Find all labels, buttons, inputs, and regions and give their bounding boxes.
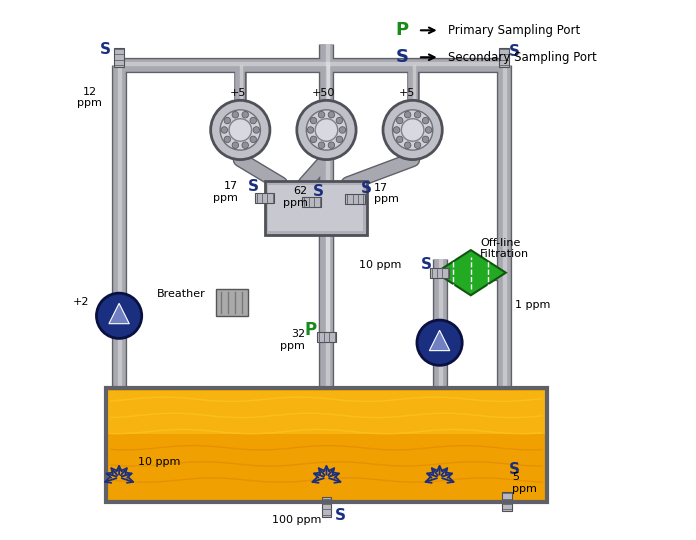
- Text: +5: +5: [399, 87, 416, 98]
- Circle shape: [425, 127, 432, 133]
- Text: S: S: [100, 42, 111, 57]
- Circle shape: [221, 127, 228, 133]
- Text: S: S: [313, 184, 324, 199]
- Circle shape: [315, 119, 338, 141]
- Circle shape: [336, 117, 342, 124]
- Polygon shape: [436, 250, 506, 295]
- Text: Off-line
Filtration: Off-line Filtration: [480, 238, 529, 259]
- Text: +50: +50: [312, 87, 335, 98]
- Circle shape: [404, 142, 411, 149]
- Circle shape: [393, 127, 400, 133]
- Circle shape: [97, 293, 142, 339]
- Bar: [499, 48, 509, 67]
- Circle shape: [242, 111, 248, 118]
- Text: 10 ppm: 10 ppm: [360, 260, 402, 269]
- Circle shape: [229, 119, 251, 141]
- Circle shape: [224, 117, 230, 124]
- Circle shape: [250, 117, 257, 124]
- Circle shape: [328, 111, 335, 118]
- Bar: [106, 388, 547, 502]
- FancyBboxPatch shape: [264, 181, 367, 235]
- Text: S: S: [334, 508, 345, 523]
- Circle shape: [397, 117, 403, 124]
- Circle shape: [422, 117, 429, 124]
- Text: +2: +2: [73, 298, 90, 307]
- Text: P: P: [395, 21, 409, 39]
- Circle shape: [253, 127, 260, 133]
- Circle shape: [306, 110, 347, 150]
- Bar: [430, 268, 449, 278]
- Circle shape: [310, 117, 317, 124]
- Circle shape: [242, 142, 248, 149]
- Text: S: S: [420, 257, 432, 272]
- Circle shape: [211, 100, 270, 160]
- Text: S: S: [395, 48, 409, 66]
- Circle shape: [220, 110, 260, 150]
- Circle shape: [383, 100, 442, 160]
- Bar: [301, 197, 321, 207]
- Circle shape: [232, 142, 239, 149]
- Circle shape: [339, 127, 346, 133]
- Text: 1 ppm: 1 ppm: [515, 300, 551, 310]
- Circle shape: [296, 100, 356, 160]
- Circle shape: [414, 111, 421, 118]
- Bar: [322, 497, 331, 517]
- Circle shape: [232, 111, 239, 118]
- Text: 12
ppm: 12 ppm: [77, 87, 102, 109]
- Text: 10 ppm: 10 ppm: [138, 457, 180, 467]
- Text: 17
ppm: 17 ppm: [374, 183, 399, 204]
- Bar: [216, 289, 248, 316]
- Circle shape: [307, 127, 314, 133]
- Text: Secondary Sampling Port: Secondary Sampling Port: [448, 51, 596, 64]
- Text: S: S: [248, 179, 259, 194]
- Text: 5
ppm: 5 ppm: [512, 472, 537, 494]
- Text: P: P: [304, 321, 317, 339]
- Circle shape: [336, 136, 342, 143]
- Bar: [255, 193, 274, 202]
- Circle shape: [397, 136, 403, 143]
- Circle shape: [318, 111, 325, 118]
- Text: 100 ppm: 100 ppm: [271, 516, 321, 525]
- Text: Breather: Breather: [157, 289, 205, 299]
- Text: S: S: [508, 44, 519, 59]
- Text: 32
ppm: 32 ppm: [280, 329, 305, 351]
- Bar: [502, 492, 512, 511]
- Circle shape: [224, 136, 230, 143]
- Polygon shape: [109, 303, 129, 323]
- Bar: [268, 185, 363, 231]
- Text: Primary Sampling Port: Primary Sampling Port: [448, 24, 580, 37]
- Bar: [114, 48, 124, 67]
- Circle shape: [393, 110, 433, 150]
- Circle shape: [328, 142, 335, 149]
- Circle shape: [417, 320, 462, 366]
- Bar: [345, 194, 365, 204]
- Text: +5: +5: [230, 87, 246, 98]
- Text: 62
ppm: 62 ppm: [283, 186, 308, 208]
- Circle shape: [318, 142, 325, 149]
- Polygon shape: [429, 330, 450, 350]
- Circle shape: [414, 142, 421, 149]
- Circle shape: [402, 119, 424, 141]
- Bar: [317, 333, 336, 342]
- Text: 17
ppm: 17 ppm: [213, 181, 237, 202]
- Circle shape: [422, 136, 429, 143]
- Bar: [107, 390, 546, 500]
- Text: S: S: [508, 462, 519, 477]
- Circle shape: [310, 136, 317, 143]
- Circle shape: [250, 136, 257, 143]
- Circle shape: [404, 111, 411, 118]
- Bar: [107, 391, 546, 434]
- Text: S: S: [361, 181, 372, 195]
